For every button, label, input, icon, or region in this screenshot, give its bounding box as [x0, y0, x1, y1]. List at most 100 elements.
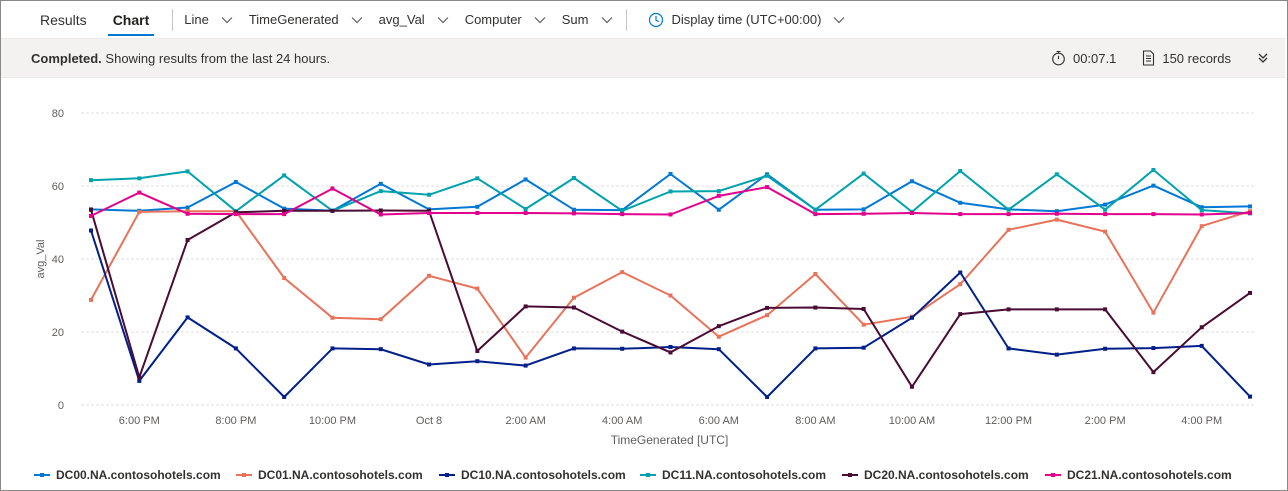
data-point[interactable] [1054, 217, 1059, 222]
data-point[interactable] [909, 384, 914, 389]
data-point[interactable] [185, 169, 190, 174]
data-point[interactable] [716, 207, 721, 212]
data-point[interactable] [1054, 307, 1059, 312]
data-point[interactable] [1006, 207, 1011, 212]
data-point[interactable] [523, 363, 528, 368]
data-point[interactable] [378, 317, 383, 322]
data-point[interactable] [668, 350, 673, 355]
data-point[interactable] [1103, 229, 1108, 234]
data-point[interactable] [765, 394, 770, 399]
data-point[interactable] [1248, 204, 1252, 209]
data-point[interactable] [427, 362, 432, 367]
data-point[interactable] [1006, 212, 1011, 217]
data-point[interactable] [1248, 211, 1252, 216]
data-point[interactable] [282, 394, 287, 399]
data-point[interactable] [813, 212, 818, 217]
data-point[interactable] [89, 178, 93, 183]
data-point[interactable] [89, 207, 93, 212]
data-point[interactable] [620, 346, 625, 351]
data-point[interactable] [1006, 307, 1011, 312]
data-point[interactable] [958, 282, 963, 287]
data-point[interactable] [909, 179, 914, 184]
data-point[interactable] [571, 305, 576, 310]
display-time-dropdown[interactable]: Display time (UTC+00:00) [635, 12, 859, 28]
data-point[interactable] [185, 209, 190, 214]
data-point[interactable] [813, 346, 818, 351]
data-point[interactable] [1199, 208, 1204, 213]
data-point[interactable] [330, 208, 335, 213]
data-point[interactable] [523, 355, 528, 360]
data-point[interactable] [958, 270, 963, 275]
data-point[interactable] [378, 208, 383, 213]
data-point[interactable] [233, 346, 238, 351]
data-point[interactable] [282, 208, 287, 213]
data-point[interactable] [861, 211, 866, 216]
series-line-4[interactable] [90, 209, 1251, 388]
data-point[interactable] [909, 211, 914, 216]
data-point[interactable] [1054, 352, 1059, 357]
data-point[interactable] [233, 179, 238, 184]
data-point[interactable] [378, 181, 383, 186]
data-point[interactable] [668, 293, 673, 298]
data-point[interactable] [861, 345, 866, 350]
data-point[interactable] [861, 322, 866, 327]
data-point[interactable] [137, 378, 142, 383]
data-point[interactable] [475, 176, 480, 181]
data-point[interactable] [378, 212, 383, 217]
data-point[interactable] [716, 347, 721, 352]
data-point[interactable] [1151, 346, 1156, 351]
data-point[interactable] [523, 304, 528, 309]
double-chevron-down-icon[interactable] [1257, 52, 1269, 64]
data-point[interactable] [475, 348, 480, 353]
legend-item[interactable]: DC01.NA.contosohotels.com [258, 468, 423, 482]
legend-item[interactable]: DC11.NA.contosohotels.com [662, 468, 826, 482]
data-point[interactable] [571, 211, 576, 216]
data-point[interactable] [523, 206, 528, 211]
data-point[interactable] [813, 271, 818, 276]
data-point[interactable] [330, 315, 335, 320]
legend-item[interactable]: DC00.NA.contosohotels.com [56, 468, 221, 482]
data-point[interactable] [475, 211, 480, 216]
data-point[interactable] [523, 211, 528, 216]
data-point[interactable] [765, 173, 770, 178]
data-point[interactable] [185, 315, 190, 320]
data-point[interactable] [330, 186, 335, 191]
data-point[interactable] [1054, 172, 1059, 177]
data-point[interactable] [958, 200, 963, 205]
data-point[interactable] [185, 238, 190, 243]
x-column-dropdown[interactable]: TimeGenerated [246, 12, 376, 27]
data-point[interactable] [1103, 307, 1108, 312]
y-column-dropdown[interactable]: avg_Val [376, 12, 462, 27]
data-point[interactable] [427, 208, 432, 213]
data-point[interactable] [1054, 209, 1059, 214]
data-point[interactable] [1199, 212, 1204, 217]
tab-results[interactable]: Results [40, 11, 87, 28]
split-column-dropdown[interactable]: Computer [462, 12, 559, 27]
data-point[interactable] [1151, 183, 1156, 188]
data-point[interactable] [571, 295, 576, 300]
data-point[interactable] [909, 315, 914, 320]
data-point[interactable] [137, 209, 142, 214]
data-point[interactable] [1103, 207, 1108, 212]
data-point[interactable] [1199, 224, 1204, 229]
aggregation-dropdown[interactable]: Sum [559, 12, 626, 27]
data-point[interactable] [620, 208, 625, 213]
data-point[interactable] [861, 171, 866, 176]
data-point[interactable] [813, 207, 818, 212]
data-point[interactable] [475, 286, 480, 291]
data-point[interactable] [378, 189, 383, 194]
series-line-1[interactable] [90, 210, 1251, 359]
legend-item[interactable]: DC10.NA.contosohotels.com [461, 468, 626, 482]
data-point[interactable] [427, 273, 432, 278]
data-point[interactable] [475, 359, 480, 364]
data-point[interactable] [1151, 370, 1156, 375]
data-point[interactable] [861, 207, 866, 212]
data-point[interactable] [716, 334, 721, 339]
data-point[interactable] [282, 206, 287, 211]
legend-item[interactable]: DC21.NA.contosohotels.com [1067, 468, 1232, 482]
data-point[interactable] [958, 312, 963, 317]
data-point[interactable] [1199, 325, 1204, 330]
data-point[interactable] [1199, 205, 1204, 210]
data-point[interactable] [620, 212, 625, 217]
data-point[interactable] [620, 329, 625, 334]
